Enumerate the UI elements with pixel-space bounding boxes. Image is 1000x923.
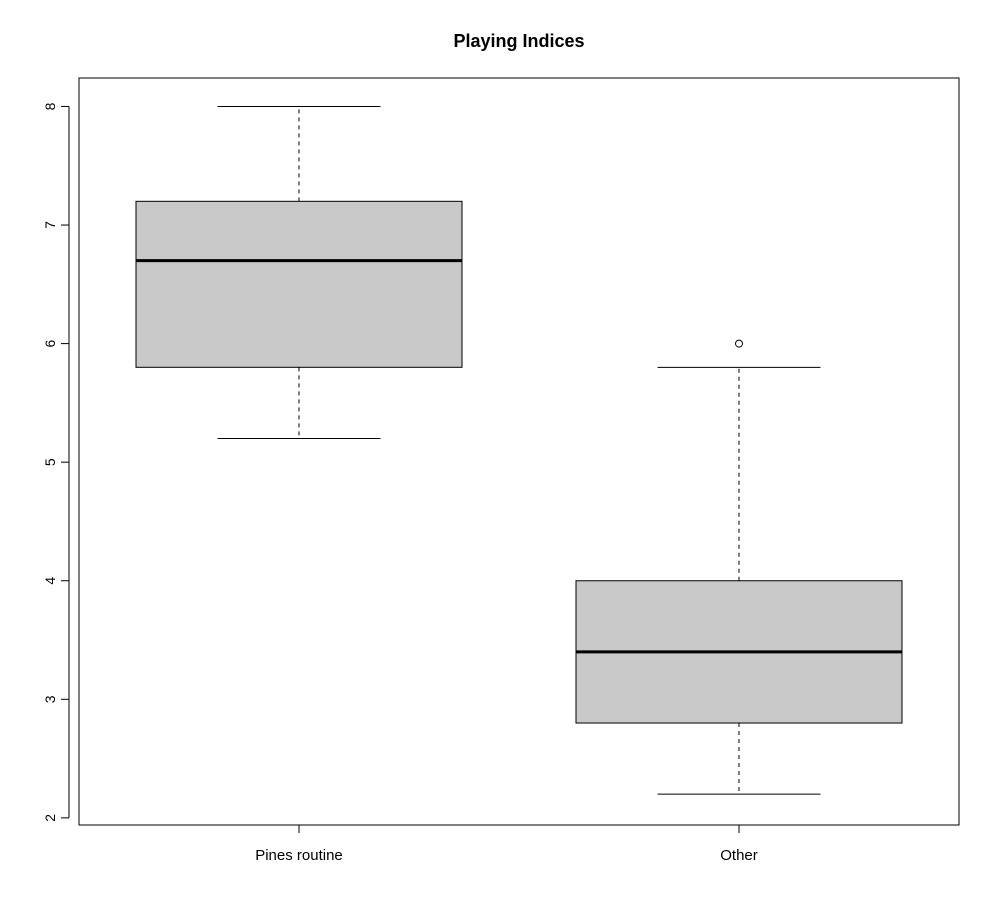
boxes-layer (135, 105, 903, 795)
y-tick-label: 2 (42, 814, 58, 822)
x-axis: Pines routine Other (255, 824, 758, 864)
box-group (135, 105, 463, 439)
y-tick-label: 6 (42, 339, 58, 347)
chart-title: Playing Indices (453, 31, 584, 51)
y-tick-label: 7 (42, 221, 58, 229)
x-tick-label: Pines routine (255, 847, 343, 864)
y-tick-label: 8 (42, 102, 58, 110)
y-tick-label: 5 (42, 458, 58, 466)
iqr-box (135, 200, 463, 368)
outlier-point (735, 339, 743, 348)
x-tick-label: Other (720, 847, 758, 864)
y-axis: 2 3 4 5 6 7 8 (42, 102, 70, 822)
box-group (575, 339, 903, 795)
y-tick-label: 3 (42, 695, 58, 703)
y-tick-label: 4 (42, 577, 58, 585)
